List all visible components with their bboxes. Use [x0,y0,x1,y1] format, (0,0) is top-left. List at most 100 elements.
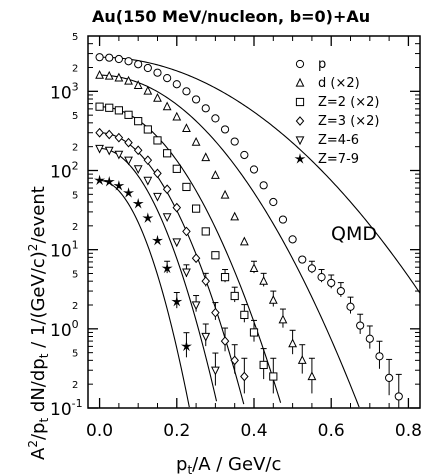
data-point-circle [317,273,326,282]
y-minor-label: 5 [72,32,78,43]
y-minor-label: 2 [72,380,78,391]
data-point-triangle-down [114,150,124,160]
data-points [94,53,403,408]
data-point-circle [230,137,239,146]
data-point-triangle [230,211,240,221]
data-point-triangle [201,152,211,162]
data-point-triangle [182,123,191,133]
y-minor-label: 2 [72,301,78,312]
data-point-diamond [182,226,191,237]
data-point-triangle [239,236,249,246]
data-point-circle [356,321,365,330]
data-point-circle [327,278,336,288]
y-axis: 10-1 100 101 102 103 2 5 2 5 2 5 2 5 2 5 [50,32,420,420]
data-point-star [171,295,183,307]
fit-curve [99,106,282,403]
x-tick-label: 0.8 [395,421,422,441]
y-minor-label: 5 [72,349,78,360]
legend-marker [295,59,305,69]
data-point-triangle [143,85,153,95]
data-point-triangle-down [124,156,133,166]
data-point-square [220,273,230,282]
x-axis-label: pt/A / GeV/c [176,454,281,476]
data-point-triangle-down [153,192,162,202]
data-point-triangle [307,371,317,381]
y-minor-label: 5 [72,111,78,122]
data-point-triangle [133,80,143,89]
data-point-circle [211,114,220,123]
data-point-triangle [288,338,298,348]
y-minor-label: 2 [72,222,78,233]
data-point-triangle-down [201,332,211,342]
legend-label: Z=3 (×2) [318,114,380,129]
data-point-square [269,372,278,381]
data-point-circle [307,264,317,273]
data-point-circle [172,80,181,89]
legend-label: p [318,57,326,72]
data-point-circle [249,165,259,174]
data-point-triangle-down [143,176,153,186]
data-point-triangle [104,70,114,80]
y-tick-label: 10-1 [50,397,83,420]
legend-label: Z=7-9 [318,152,359,167]
data-point-diamond [104,129,114,140]
data-point-circle [298,255,307,264]
data-point-diamond [162,184,172,195]
data-point-square [201,227,210,236]
y-tick-label: 100 [50,318,79,341]
data-point-circle [385,373,394,383]
data-point-circle [240,150,249,160]
data-point-square [191,204,201,213]
data-point-circle [134,60,143,69]
legend-label: d (×2) [318,76,360,91]
data-point-square [182,182,191,192]
data-point-square [163,149,172,158]
data-point-triangle-down [182,268,191,278]
x-tick-label: 0.0 [86,421,113,441]
data-point-triangle-down [162,213,172,223]
data-point-star [113,180,125,191]
data-point-star [103,176,115,187]
data-point-triangle [191,136,201,146]
data-point-square [240,310,249,319]
legend-marker [295,97,305,107]
data-point-star [132,197,144,209]
data-point-circle [182,87,191,96]
data-point-diamond [230,355,239,366]
data-point-triangle [124,75,133,85]
legend-label: Z=2 (×2) [318,95,380,110]
legend-marker [295,136,305,146]
x-tick-label: 0.2 [163,421,190,441]
data-point-circle [259,181,268,190]
data-point-triangle [220,189,230,199]
fit-curve [99,56,421,294]
data-point-star [151,234,163,246]
data-point-diamond [133,145,143,156]
data-point-triangle [249,263,259,272]
y-minor-label: 5 [72,190,78,201]
data-point-square [134,117,143,126]
data-point-triangle [278,314,288,324]
data-point-square [114,106,123,115]
data-point-square [95,102,104,111]
data-point-circle [394,392,403,401]
data-point-square [124,110,133,119]
y-minor-label: 5 [72,269,78,280]
data-point-diamond [201,276,211,287]
legend-marker [295,116,305,126]
data-point-diamond [240,371,249,382]
data-point-circle [288,235,297,244]
data-point-triangle [162,101,172,111]
qmd-annotation: QMD [331,223,377,245]
data-point-circle [365,334,374,343]
data-point-circle [269,197,278,207]
data-point-star [94,174,106,186]
fit-curve [99,179,190,408]
y-minor-label: 2 [72,64,78,75]
y-minor-label: 2 [72,143,78,154]
data-point-diamond [220,336,230,346]
data-point-square [153,136,162,145]
data-point-diamond [191,253,201,264]
x-tick-label: 0.4 [240,421,267,441]
data-point-triangle [268,294,278,304]
